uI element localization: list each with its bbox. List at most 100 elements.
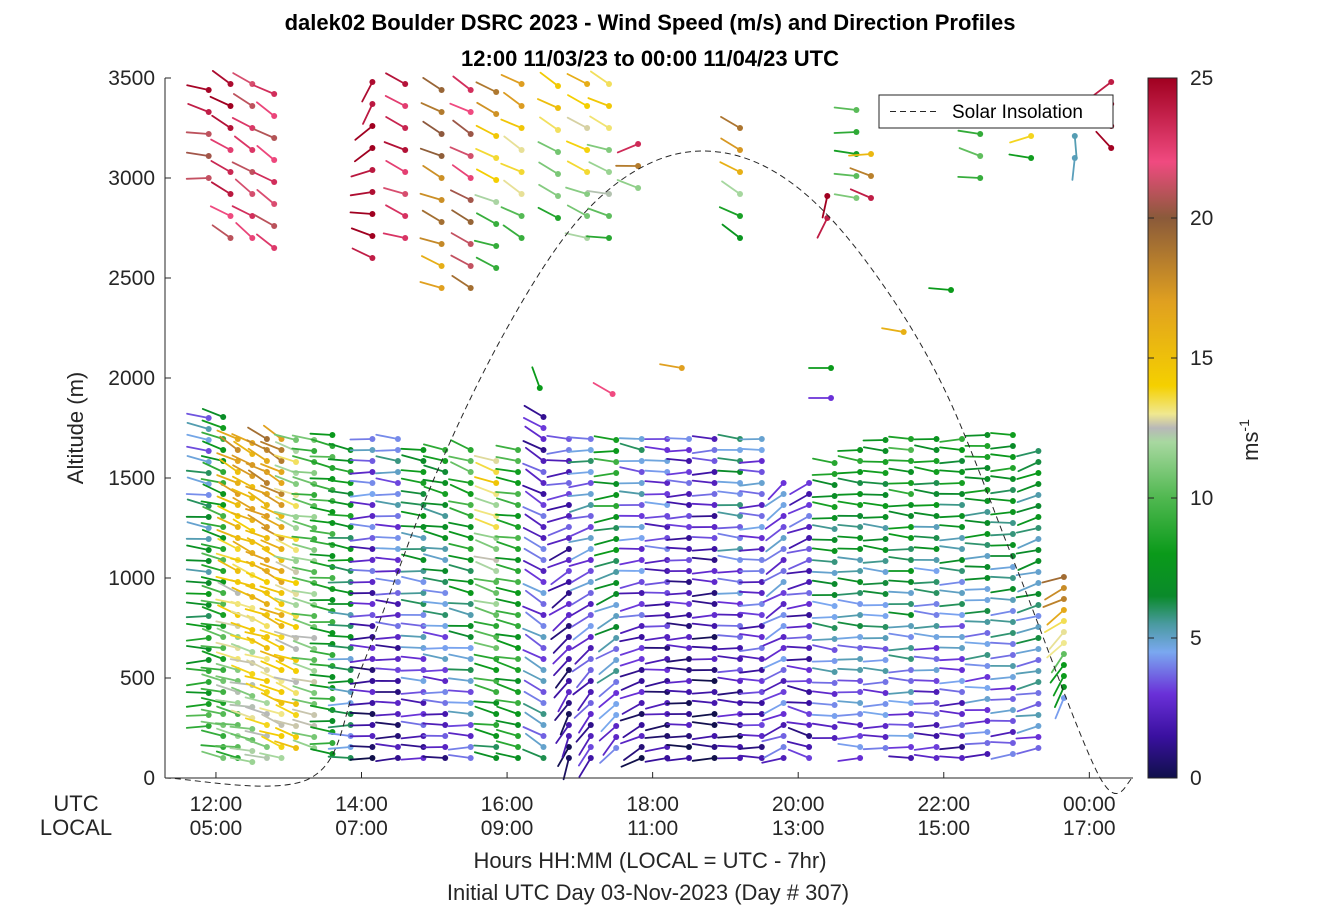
wind-barb [762,612,787,625]
wind-barb-dot [686,612,692,618]
wind-barb-dot [467,755,474,761]
wind-barb-shaft [374,547,399,550]
wind-barb-shaft [522,670,545,682]
wind-barb [231,161,256,175]
wind-barb-dot [442,612,449,618]
wind-barb [474,728,500,739]
wind-barb-dot [442,480,449,486]
wind-barb-shaft [185,725,210,729]
wind-barb-dot [908,711,914,717]
wind-barb [939,567,965,574]
wind-barb-shaft [447,701,472,704]
x-tick-label-utc: 22:00 [917,793,970,816]
wind-barb [787,705,813,717]
wind-barb-shaft [913,610,938,616]
wind-barb-dot [515,733,521,739]
wind-barb [547,524,572,537]
wind-barb-shaft [400,743,425,748]
wind-barb [593,525,620,532]
wind-barb [964,465,991,471]
wind-barb-shaft [1042,598,1065,608]
wind-barb [718,206,743,219]
wind-barb-dot [711,546,718,552]
wind-barb [939,502,965,508]
wind-barb-shaft [837,577,861,583]
wind-barb [914,488,940,497]
wind-barb [788,535,813,549]
wind-barb-dot [263,667,270,673]
wind-barb [738,436,765,442]
wind-barb [738,700,765,706]
wind-barb-dot [442,557,449,563]
wind-barb-dot [263,601,270,607]
wind-barb-shaft [691,645,716,649]
wind-barb-shaft [309,720,334,723]
wind-barb [550,568,572,586]
wind-barb-shaft [990,575,1014,579]
wind-barb-dot [780,612,787,618]
wind-barb-dot [420,458,427,464]
wind-barb-shaft [811,570,836,574]
wind-barb-dot [311,492,318,498]
wind-barb [964,564,991,570]
wind-barb [309,619,336,625]
wind-barb-dot [737,634,743,640]
wind-barb-shaft [568,493,592,498]
wind-barb [765,535,787,553]
wind-barb-shaft [262,469,283,484]
wind-barb-shaft [473,677,498,682]
wind-barb [939,480,965,486]
wind-barb-dot [263,480,270,486]
wind-barb-dot [347,524,354,530]
wind-barb-shaft [375,757,399,762]
wind-barb-shaft [765,537,785,553]
wind-barb-dot [329,652,336,658]
wind-barb [862,635,889,641]
wind-barb-dot [959,513,965,519]
wind-barb [764,546,787,562]
wind-barb-dot [1060,673,1067,679]
wind-barb-shaft [644,545,669,550]
wind-barb [598,635,620,653]
wind-barb-dot [638,678,645,684]
wind-barb-shaft [717,744,741,748]
wind-barb [256,188,278,207]
wind-barb-shaft [990,632,1014,638]
wind-barb-dot [278,601,285,607]
wind-barb [596,668,620,684]
wind-barb [524,513,547,530]
wind-barb-shaft [547,581,570,592]
wind-barb-dot [711,535,718,541]
wind-barb-dot [780,722,787,728]
wind-barb-dot [831,702,838,708]
wind-barb [739,611,765,618]
wind-barb [577,689,594,711]
wind-barb-shaft [473,722,498,726]
wind-barb-dot [711,513,718,519]
wind-barb-shaft [717,554,741,561]
wind-barb [186,498,212,509]
wind-barb-shaft [833,106,858,111]
wind-barb [447,623,474,629]
x-row-label-utc: UTC [53,791,98,816]
wind-barb-dot [959,458,965,464]
wind-barb [738,447,765,453]
wind-barb-dot [853,107,860,113]
wind-barb-shaft [245,508,268,517]
wind-barb [259,730,285,739]
wind-barb [385,72,409,87]
wind-barb-shaft [691,578,716,583]
wind-barb-dot [420,447,427,453]
wind-barb [375,644,401,651]
wind-barb [186,445,212,454]
wind-barb-shaft [964,511,989,517]
wind-barb [419,237,445,247]
wind-barb [566,204,591,219]
wind-barb-dot [638,722,645,728]
wind-barb [620,755,645,768]
wind-barb-shaft [452,75,472,91]
wind-barb-shaft [400,570,425,573]
wind-barb-shaft [691,536,716,539]
wind-barb-dot [711,469,718,475]
wind-barb-shaft [473,641,498,649]
